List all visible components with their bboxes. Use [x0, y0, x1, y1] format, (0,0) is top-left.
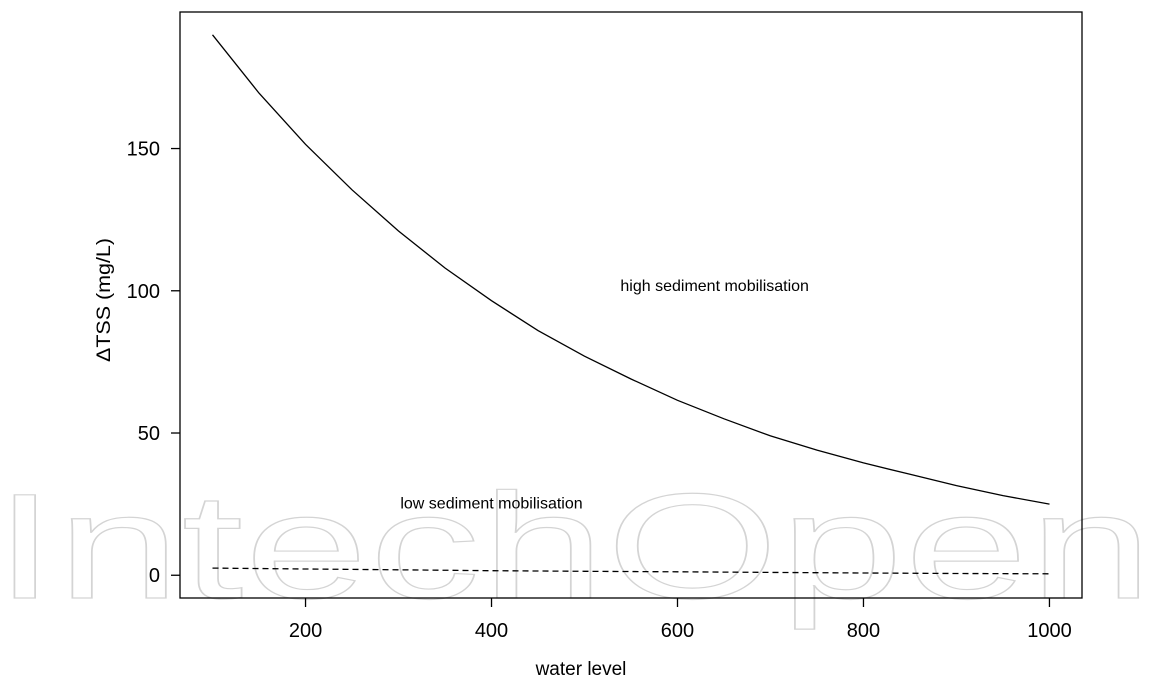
y-tick-label: 0	[149, 565, 160, 587]
y-axis-title: ΔTSS (mg/L)	[94, 238, 115, 362]
x-tick-label: 600	[661, 620, 694, 642]
x-axis-title: water level	[535, 659, 627, 680]
y-tick-label: 50	[138, 423, 160, 445]
annotation-label: low sediment mobilisation	[400, 495, 582, 512]
plot-frame	[179, 11, 1083, 599]
annotation-label: high sediment mobilisation	[620, 278, 809, 295]
x-axis: 200 400 600 800 1000	[289, 598, 1072, 642]
high-mobilisation-line	[211, 34, 1050, 505]
y-tick-label: 100	[127, 281, 160, 303]
series-layer	[211, 34, 1050, 575]
y-tick-label: 150	[127, 139, 160, 161]
watermark-logo: IntechOpen	[0, 462, 1153, 630]
annotation-layer: high sediment mobilisation low sediment m…	[400, 278, 809, 513]
y-axis: 0 50 100 150	[127, 139, 180, 587]
x-tick-label: 200	[289, 620, 322, 642]
x-tick-label: 400	[475, 620, 508, 642]
x-tick-label: 800	[847, 620, 880, 642]
x-tick-label: 1000	[1027, 620, 1072, 642]
